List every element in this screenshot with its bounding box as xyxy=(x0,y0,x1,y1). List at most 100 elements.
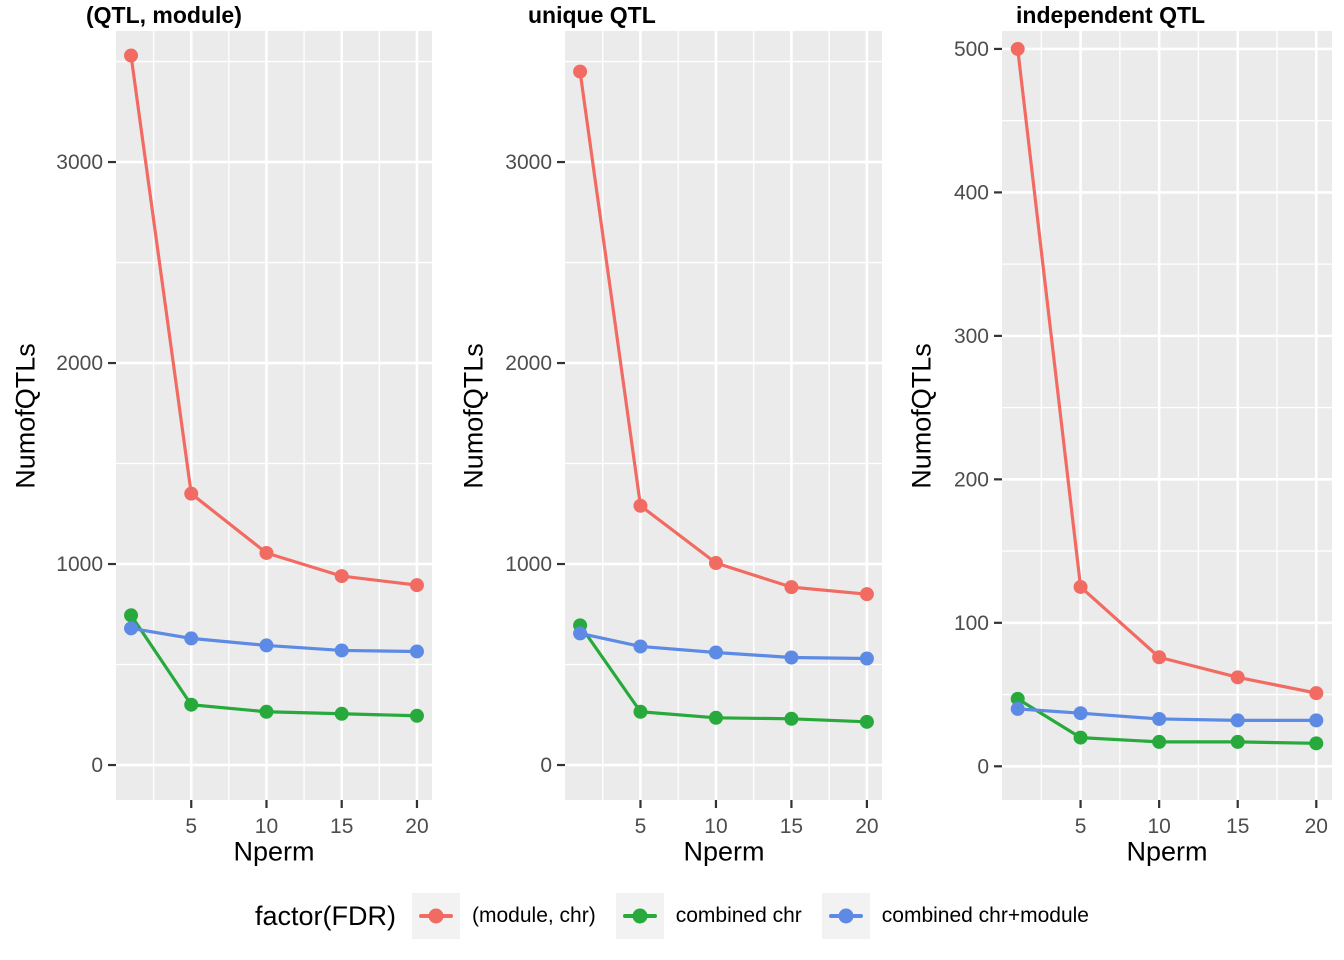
x-tick-label: 5 xyxy=(185,815,197,838)
data-point xyxy=(1010,691,1025,706)
data-point xyxy=(1230,734,1245,749)
panel-title: unique QTL xyxy=(528,2,656,28)
y-tick-label: 400 xyxy=(954,181,989,204)
data-point xyxy=(1309,736,1324,751)
data-point xyxy=(1073,579,1088,594)
gridlines xyxy=(116,31,432,800)
data-point xyxy=(259,545,274,560)
axes: 5 10 15 20 0 1000 2000 3000 xyxy=(505,151,878,838)
legend-item-label: combined chr xyxy=(675,904,802,927)
legend-item-combined-chr-module: combined chr+module xyxy=(821,893,1089,939)
legend-item-combined-chr: combined chr xyxy=(615,893,802,939)
data-point xyxy=(1152,734,1167,749)
data-point xyxy=(124,48,139,63)
y-tick-label: 200 xyxy=(954,468,989,491)
y-tick-label: 3000 xyxy=(56,151,103,174)
data-point xyxy=(708,710,723,725)
data-point xyxy=(1309,713,1324,728)
data-point xyxy=(1010,701,1025,716)
data-point xyxy=(1152,711,1167,726)
y-tick-label: 0 xyxy=(977,755,989,778)
plot-panel: 5 10 15 20 0 1000 2000 3000 xyxy=(505,31,882,838)
legend-title: factor(FDR) xyxy=(255,900,397,931)
x-tick-label: 5 xyxy=(635,815,647,838)
legend-key-dot xyxy=(632,908,648,924)
subplot-qtl-module: (QTL, module) NumofQTLs 5 10 15 20 0 1000 2000… xyxy=(0,0,448,872)
data-point xyxy=(334,643,349,658)
x-tick-label: 20 xyxy=(855,815,878,838)
x-tick-label: 15 xyxy=(780,815,803,838)
data-point xyxy=(859,651,874,666)
x-tick-label: 15 xyxy=(1226,815,1249,838)
legend-item-label: (module, chr) xyxy=(472,904,596,927)
data-point xyxy=(708,556,723,571)
x-axis-title: Nperm xyxy=(683,836,765,867)
data-point xyxy=(1152,650,1167,665)
data-point xyxy=(259,638,274,653)
y-tick-label: 2000 xyxy=(56,352,103,375)
legend-key-swatch xyxy=(615,893,664,939)
x-tick-label: 5 xyxy=(1075,815,1087,838)
y-tick-label: 100 xyxy=(954,612,989,635)
plot-panel: 5 10 15 20 0 1000 2000 3000 xyxy=(56,31,432,838)
data-point xyxy=(124,621,139,636)
legend-key-dot xyxy=(838,908,854,924)
y-tick-label: 0 xyxy=(91,754,103,777)
legend-key-swatch xyxy=(412,893,461,939)
data-point xyxy=(409,708,424,723)
panel-title: independent QTL xyxy=(1016,2,1206,28)
x-tick-label: 10 xyxy=(1147,815,1170,838)
data-point xyxy=(784,650,799,665)
data-point xyxy=(573,64,588,79)
data-point xyxy=(859,587,874,602)
x-axis-title: Nperm xyxy=(1126,836,1208,867)
legend-item-module-chr: (module, chr) xyxy=(412,893,596,939)
data-point xyxy=(633,704,648,719)
panel-background xyxy=(565,31,882,800)
data-point xyxy=(633,498,648,513)
data-point xyxy=(1010,41,1025,56)
panel-title: (QTL, module) xyxy=(86,2,242,28)
data-point xyxy=(409,578,424,593)
y-tick-label: 2000 xyxy=(505,352,552,375)
y-tick-label: 500 xyxy=(954,38,989,61)
x-tick-label: 20 xyxy=(1305,815,1328,838)
legend-item-label: combined chr+module xyxy=(881,904,1089,927)
data-point xyxy=(184,697,199,712)
data-point xyxy=(1309,686,1324,701)
y-tick-label: 300 xyxy=(954,325,989,348)
axes: 5 10 15 20 0 1000 2000 3000 xyxy=(56,151,428,838)
data-point xyxy=(784,580,799,595)
subplot-unique-qtl: unique QTL NumofQTLs 5 10 15 20 0 1000 2000 300… xyxy=(448,0,896,872)
data-point xyxy=(409,644,424,659)
data-point xyxy=(334,706,349,721)
data-point xyxy=(184,486,199,501)
data-point xyxy=(1230,670,1245,685)
data-point xyxy=(859,714,874,729)
data-point xyxy=(184,631,199,646)
data-point xyxy=(334,569,349,584)
y-tick-label: 1000 xyxy=(56,553,103,576)
x-tick-label: 20 xyxy=(405,815,428,838)
data-point xyxy=(1073,730,1088,745)
panel-background xyxy=(116,31,432,800)
subplot-independent-qtl: independent QTL NumofQTLs 5 10 15 20 0 100 200… xyxy=(896,0,1344,872)
data-point xyxy=(784,711,799,726)
data-point xyxy=(259,704,274,719)
y-tick-label: 3000 xyxy=(505,151,552,174)
x-tick-label: 10 xyxy=(255,815,278,838)
data-point xyxy=(124,608,139,623)
y-tick-label: 0 xyxy=(540,754,552,777)
x-tick-label: 10 xyxy=(704,815,727,838)
panels-row: (QTL, module) NumofQTLs 5 10 15 20 0 1000 2000… xyxy=(0,0,1344,872)
y-tick-label: 1000 xyxy=(505,553,552,576)
legend: factor(FDR) (module, chr) combined chr c… xyxy=(0,872,1344,960)
legend-key-swatch xyxy=(821,893,870,939)
data-point xyxy=(573,626,588,641)
data-point xyxy=(1230,713,1245,728)
data-point xyxy=(708,645,723,660)
data-point xyxy=(633,639,648,654)
